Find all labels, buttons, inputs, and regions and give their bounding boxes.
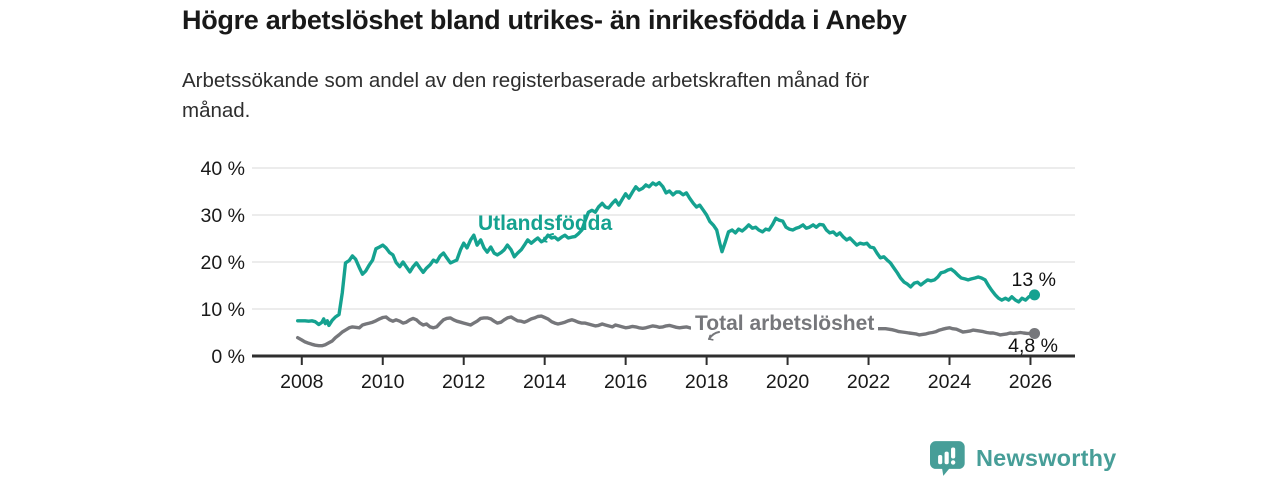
end-value-label-total: 4,8 % bbox=[1008, 335, 1058, 357]
x-axis-tick-label: 2014 bbox=[523, 371, 567, 393]
x-axis-tick-label: 2020 bbox=[766, 371, 810, 393]
y-axis-tick-label: 20 % bbox=[201, 252, 245, 274]
series-line-0 bbox=[296, 180, 1037, 328]
y-axis-tick-label: 30 % bbox=[201, 205, 245, 227]
x-axis-tick-label: 2026 bbox=[1009, 371, 1052, 393]
chart-subtitle: Arbetssökande som andel av den registerb… bbox=[182, 66, 869, 126]
series-label-total-arbetsloshet: Total arbetslöshet bbox=[691, 310, 879, 338]
x-axis-tick-label: 2008 bbox=[280, 371, 323, 393]
x-axis-tick-label: 2024 bbox=[928, 371, 972, 393]
bar-chart-speech-bubble-icon bbox=[930, 441, 965, 476]
page-title: Högre arbetslöshet bland utrikes- än inr… bbox=[182, 5, 907, 35]
series-end-dot-0 bbox=[1029, 289, 1041, 301]
label-leader-arrow-icon bbox=[708, 331, 720, 341]
label-leader-arrow-icon bbox=[542, 233, 554, 243]
x-axis-tick-label: 2012 bbox=[442, 371, 485, 393]
x-axis-tick-label: 2018 bbox=[685, 371, 728, 393]
brand-name: Newsworthy bbox=[976, 445, 1117, 471]
x-axis-tick-label: 2016 bbox=[604, 371, 647, 393]
x-axis-tick-label: 2022 bbox=[847, 371, 890, 393]
y-axis-tick-label: 0 % bbox=[211, 346, 245, 368]
y-axis-tick-label: 10 % bbox=[201, 299, 245, 321]
chart-subtitle-line-2: månad. bbox=[182, 99, 251, 122]
x-axis-tick-label: 2010 bbox=[361, 371, 405, 393]
series-label-utlandsfodda: Utlandsfödda bbox=[478, 212, 613, 235]
newsworthy-logo: Newsworthy bbox=[930, 441, 1116, 476]
end-value-label-utlandsfodda: 13 % bbox=[1011, 269, 1056, 291]
y-axis-tick-label: 40 % bbox=[201, 158, 245, 180]
series-line-1 bbox=[296, 314, 1037, 348]
series-end-dot-1 bbox=[1029, 327, 1041, 339]
chart-subtitle-line-1: Arbetssökande som andel av den registerb… bbox=[182, 69, 870, 92]
